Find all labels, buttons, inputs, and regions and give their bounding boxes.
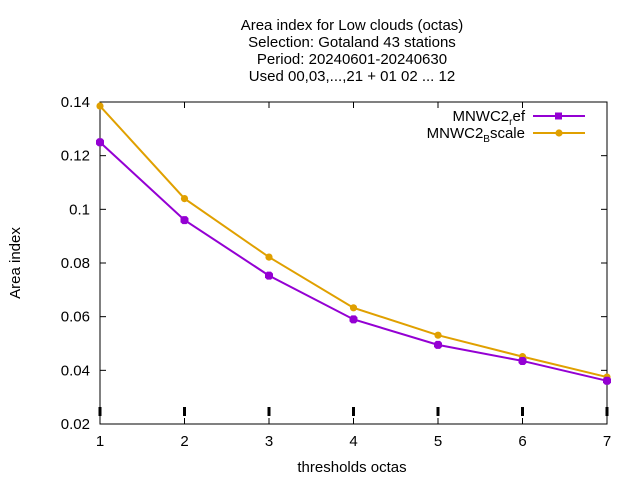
title-line: Used 00,03,...,21 + 01 02 ... 12 [249, 68, 455, 85]
legend-swatch-marker [555, 129, 563, 137]
legend-item: MNWC2Bscale [427, 125, 585, 145]
x-axis-label: thresholds octas [297, 459, 406, 476]
y-tick-label: 0.04 [61, 362, 90, 379]
x-tick-label: 4 [349, 433, 357, 450]
series-mnwc2-bscale [96, 102, 611, 381]
x-tick-label: 6 [518, 433, 526, 450]
y-tick-label: 0.08 [61, 255, 90, 272]
chart-title: Area index for Low clouds (octas)Selecti… [241, 17, 464, 85]
y-tick-label: 0.12 [61, 148, 90, 165]
legend-label: MNWC2Bscale [427, 125, 525, 145]
plot-frame [99, 101, 608, 425]
data-point [96, 138, 104, 147]
title-line: Selection: Gotaland 43 stations [248, 34, 456, 51]
x-tick-label: 2 [180, 433, 188, 450]
data-point [518, 356, 527, 365]
y-tick-label: 0.02 [61, 416, 90, 433]
y-tick-label: 0.06 [61, 309, 90, 326]
data-point [349, 304, 358, 312]
data-point [96, 102, 104, 110]
y-tick-label: 0.14 [61, 94, 90, 111]
y-tick-label: 0.1 [69, 201, 90, 218]
x-tick-label: 3 [265, 433, 273, 450]
y-tick-labels: 0.02 0.04 0.06 0.08 0.1 0.12 0.14 [61, 94, 90, 433]
x-tick-label: 5 [434, 433, 442, 450]
data-point [434, 340, 442, 349]
data-point [349, 315, 358, 324]
data-point [434, 331, 442, 339]
y-axis-label: Area index [7, 227, 24, 299]
x-tick-labels: 1 2 3 4 5 6 7 [96, 433, 611, 450]
series-line [99, 141, 608, 382]
data-point [265, 271, 273, 280]
series-line [99, 105, 608, 379]
title-line: Area index for Low clouds (octas) [241, 17, 464, 34]
axis-ticks [98, 101, 609, 425]
series-group [96, 102, 611, 385]
data-point [603, 376, 611, 385]
title-line: Period: 20240601-20240630 [257, 51, 447, 68]
x-tick-label: 7 [603, 433, 611, 450]
data-point [265, 253, 273, 261]
legend-swatch-marker [555, 112, 562, 120]
legend-item: MNWC2ref [452, 108, 585, 128]
series-mnwc2-ref [96, 138, 611, 385]
legend-label: MNWC2ref [452, 108, 525, 128]
data-point [180, 216, 189, 225]
data-point [180, 195, 189, 203]
x-tick-label: 1 [96, 433, 104, 450]
